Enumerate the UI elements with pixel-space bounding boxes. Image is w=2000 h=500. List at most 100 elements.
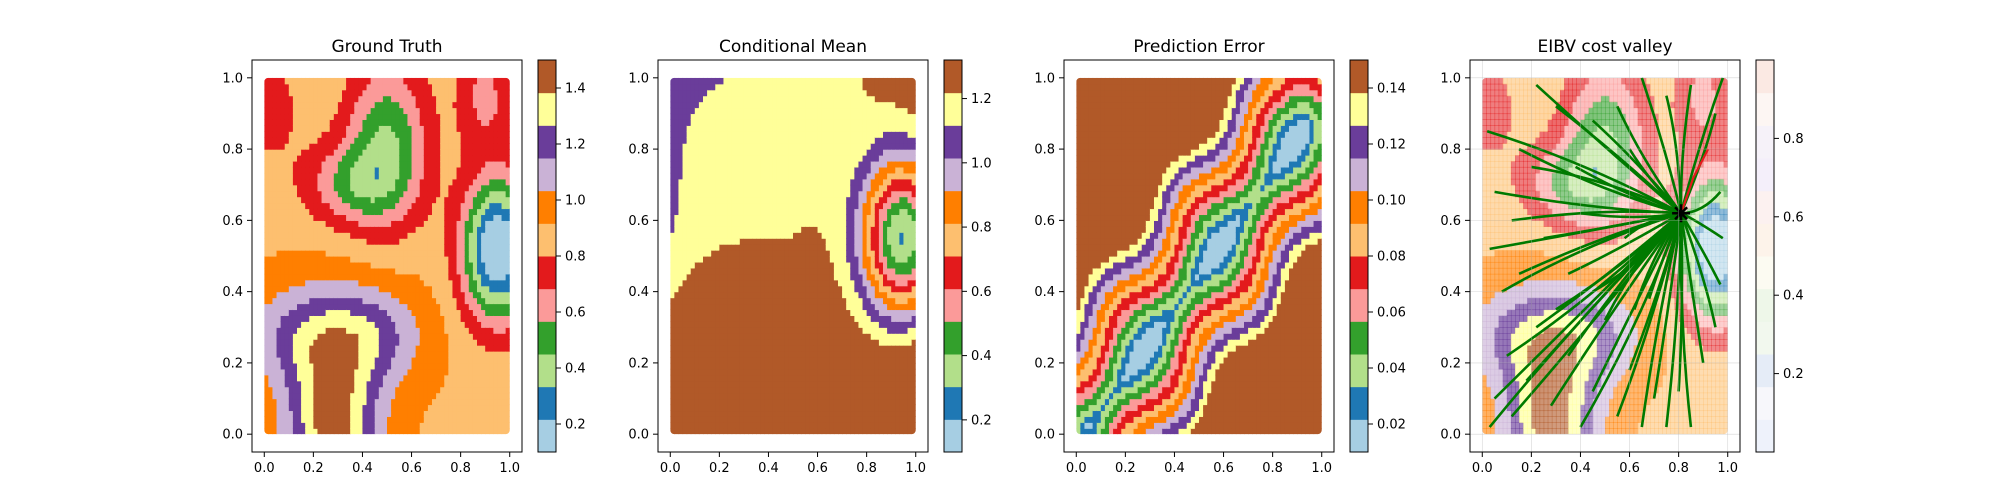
colorbar-band xyxy=(538,256,556,290)
tree-branch xyxy=(1549,212,1683,407)
colorbar-band xyxy=(538,321,556,355)
colorbar-tick-label: 0.04 xyxy=(1377,362,1406,377)
colorbar-band xyxy=(538,60,556,94)
colorbar-band xyxy=(1756,354,1774,388)
x-tick-label: 0.8 xyxy=(1262,461,1283,476)
colorbar-tick-label: 0.8 xyxy=(565,250,586,265)
tree-branch xyxy=(1640,212,1683,428)
colorbar-band xyxy=(1350,288,1368,322)
colorbar-band xyxy=(538,92,556,126)
colorbar-tick-label: 0.2 xyxy=(971,413,992,428)
axes-frame xyxy=(657,59,929,453)
colorbar-tick-label: 0.14 xyxy=(1377,82,1406,97)
colorbar-band xyxy=(538,419,556,453)
colorbar-tick-label: 0.4 xyxy=(1783,289,1804,304)
colorbar-band xyxy=(538,190,556,224)
colorbar-frame xyxy=(1755,59,1775,453)
x-tick-label: 0.0 xyxy=(1066,461,1087,476)
axes-frame xyxy=(1063,59,1335,453)
tree-branch xyxy=(1486,130,1682,215)
y-tick-label: 0.8 xyxy=(222,143,243,158)
tree-branch xyxy=(1567,212,1682,275)
colorbar-band xyxy=(1350,92,1368,126)
y-tick-label: 1.0 xyxy=(1440,71,1461,86)
colorbar-tick-label: 0.2 xyxy=(1783,367,1804,382)
colorbar-tick-label: 1.0 xyxy=(565,194,586,209)
tree-branch xyxy=(1679,213,1693,428)
colorbar-band xyxy=(944,354,962,388)
colorbar-tick-label: 1.0 xyxy=(971,156,992,171)
colorbar-frame xyxy=(943,59,963,453)
chart-title: Conditional Mean xyxy=(719,37,867,57)
colorbar-tick-label: 0.2 xyxy=(565,418,586,433)
x-tick-label: 0.2 xyxy=(1115,461,1136,476)
x-tick-label: 0.6 xyxy=(1213,461,1234,476)
colorbar-tick-label: 0.4 xyxy=(565,362,586,377)
colorbar-band xyxy=(538,125,556,159)
colorbar-band xyxy=(1756,288,1774,322)
x-tick-label: 0.8 xyxy=(1668,461,1689,476)
y-tick-label: 0.4 xyxy=(628,285,649,300)
agent-marker xyxy=(1672,204,1691,223)
colorbar-tick-label: 1.4 xyxy=(565,82,586,97)
colorbar-tick-label: 0.02 xyxy=(1377,418,1406,433)
tree-branch xyxy=(1511,210,1682,222)
colorbar-band xyxy=(538,223,556,257)
colorbar: 0.2 0.4 0.6 0.8 xyxy=(1755,59,1804,453)
x-tick-label: 0.2 xyxy=(1521,461,1542,476)
axes-frame xyxy=(251,59,523,453)
rrt-tree xyxy=(1486,77,1725,428)
y-tick-label: 0.2 xyxy=(628,356,649,371)
y-tick-label: 0.8 xyxy=(1034,143,1055,158)
colorbar-band xyxy=(1350,158,1368,192)
chart-title: EIBV cost valley xyxy=(1537,37,1672,57)
y-tick-label: 0.2 xyxy=(1034,356,1055,371)
colorbar-tick-label: 0.6 xyxy=(971,285,992,300)
field-cells xyxy=(1076,77,1322,435)
colorbar-band xyxy=(538,158,556,192)
colorbar-tick-label: 0.8 xyxy=(1783,132,1804,147)
tree-branch xyxy=(1531,165,1682,215)
y-tick-label: 0.2 xyxy=(1440,356,1461,371)
x-tick-label: 0.0 xyxy=(254,461,275,476)
x-tick-label: 0.0 xyxy=(660,461,681,476)
x-tick-label: 0.6 xyxy=(401,461,422,476)
colorbar-tick-label: 0.8 xyxy=(971,221,992,236)
colorbar-band xyxy=(1350,223,1368,257)
colorbar-tick-label: 0.6 xyxy=(1783,210,1804,225)
colorbar-band xyxy=(1350,190,1368,224)
colorbar-band xyxy=(944,60,962,94)
colorbar-band xyxy=(1350,354,1368,388)
colorbar-band xyxy=(538,288,556,322)
y-tick-label: 0.4 xyxy=(1034,285,1055,300)
panel-2: Conditional Mean 0.0 0.2 0.4 0.6 0.8 1.0 0.0 0.2… xyxy=(628,37,991,476)
y-tick-label: 1.0 xyxy=(1034,71,1055,86)
colorbar-band xyxy=(1756,190,1774,224)
y-tick-label: 0.4 xyxy=(222,285,243,300)
colorbar: 0.2 0.4 0.6 0.8 1.0 1.2 1.4 xyxy=(537,59,586,453)
colorbar-tick-label: 0.6 xyxy=(565,306,586,321)
colorbar-band xyxy=(1756,419,1774,453)
colorbar-band xyxy=(1756,92,1774,126)
colorbar-band xyxy=(1756,158,1774,192)
tree-branch xyxy=(1555,212,1682,311)
colorbar-tick-label: 0.08 xyxy=(1377,250,1406,265)
colorbar-tick-label: 0.10 xyxy=(1377,194,1406,209)
tree-branch xyxy=(1640,77,1683,214)
y-tick-label: 0.6 xyxy=(222,214,243,229)
y-tick-label: 1.0 xyxy=(222,71,243,86)
colorbar: 0.02 0.04 0.06 0.08 0.10 0.12 0.14 xyxy=(1349,59,1406,453)
colorbar-band xyxy=(944,288,962,322)
y-tick-label: 0.6 xyxy=(1440,214,1461,229)
panel-4: EIBV cost valley 0.0 0.2 0.4 0.6 0.8 1.0 0.0 0.2… xyxy=(1440,37,1803,476)
colorbar-band xyxy=(1350,60,1368,94)
colorbar-band xyxy=(1756,223,1774,257)
x-tick-label: 0.2 xyxy=(709,461,730,476)
colorbar-band xyxy=(1756,321,1774,355)
colorbar-band xyxy=(944,92,962,126)
colorbar-band xyxy=(944,158,962,192)
tree-branch xyxy=(1518,147,1682,215)
y-tick-label: 0.2 xyxy=(222,356,243,371)
